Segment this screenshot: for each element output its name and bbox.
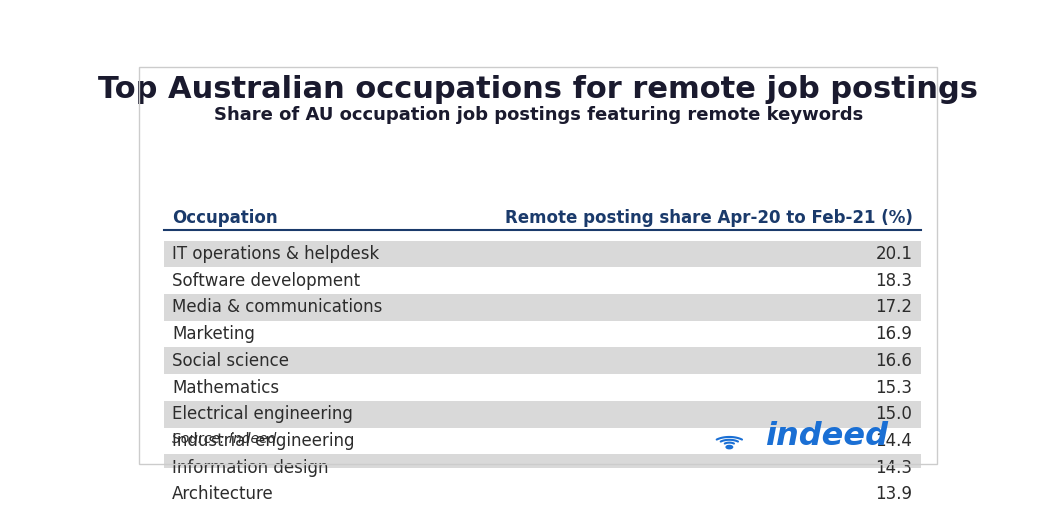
- Bar: [164, 294, 921, 321]
- Text: Source: Indeed: Source: Indeed: [172, 432, 276, 446]
- Text: Share of AU occupation job postings featuring remote keywords: Share of AU occupation job postings feat…: [213, 106, 863, 124]
- Text: 17.2: 17.2: [876, 298, 912, 316]
- Text: Top Australian occupations for remote job postings: Top Australian occupations for remote jo…: [98, 75, 979, 104]
- Text: Information design: Information design: [172, 459, 329, 477]
- Text: Architecture: Architecture: [172, 485, 274, 503]
- Text: Electrical engineering: Electrical engineering: [172, 405, 353, 423]
- Bar: [164, 401, 921, 428]
- Bar: [164, 348, 921, 374]
- Text: 15.3: 15.3: [876, 379, 912, 397]
- Text: 16.9: 16.9: [876, 325, 912, 343]
- Text: indeed: indeed: [765, 421, 888, 452]
- Text: 14.3: 14.3: [876, 459, 912, 477]
- Text: Software development: Software development: [172, 271, 360, 290]
- Text: 16.6: 16.6: [876, 352, 912, 370]
- Text: IT operations & helpdesk: IT operations & helpdesk: [172, 245, 379, 263]
- Text: Marketing: Marketing: [172, 325, 255, 343]
- Text: Industrial engineering: Industrial engineering: [172, 432, 355, 450]
- Text: 13.9: 13.9: [876, 485, 912, 503]
- Text: Mathematics: Mathematics: [172, 379, 279, 397]
- Bar: [164, 454, 921, 481]
- Bar: [164, 240, 921, 267]
- Text: Media & communications: Media & communications: [172, 298, 382, 316]
- Text: 20.1: 20.1: [876, 245, 912, 263]
- Text: Remote posting share Apr-20 to Feb-21 (%): Remote posting share Apr-20 to Feb-21 (%…: [505, 209, 912, 227]
- Text: Occupation: Occupation: [172, 209, 277, 227]
- Text: Social science: Social science: [172, 352, 289, 370]
- Text: 18.3: 18.3: [876, 271, 912, 290]
- Text: 14.4: 14.4: [876, 432, 912, 450]
- Circle shape: [727, 446, 733, 449]
- Text: 15.0: 15.0: [876, 405, 912, 423]
